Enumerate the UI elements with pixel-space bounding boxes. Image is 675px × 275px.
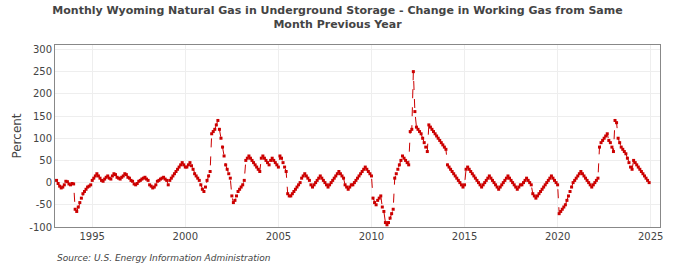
svg-text:150: 150	[33, 111, 52, 122]
svg-text:2005: 2005	[266, 231, 291, 242]
svg-text:2020: 2020	[545, 231, 570, 242]
svg-text:0: 0	[46, 177, 52, 188]
svg-text:Source: U.S. Energy Informatio: Source: U.S. Energy Information Administ…	[57, 253, 271, 263]
svg-text:2010: 2010	[359, 231, 384, 242]
svg-text:100: 100	[33, 133, 52, 144]
svg-text:2015: 2015	[452, 231, 477, 242]
svg-text:-100: -100	[29, 222, 52, 233]
svg-text:50: 50	[39, 155, 52, 166]
svg-text:Monthly Wyoming Natural Gas in: Monthly Wyoming Natural Gas in Undergrou…	[52, 4, 622, 31]
svg-text:200: 200	[33, 88, 52, 99]
svg-text:1995: 1995	[80, 231, 105, 242]
svg-text:300: 300	[33, 44, 52, 55]
svg-text:250: 250	[33, 66, 52, 77]
svg-text:2025: 2025	[638, 231, 663, 242]
svg-text:2000: 2000	[173, 231, 198, 242]
svg-text:-50: -50	[36, 199, 52, 210]
svg-text:Percent: Percent	[10, 113, 24, 158]
